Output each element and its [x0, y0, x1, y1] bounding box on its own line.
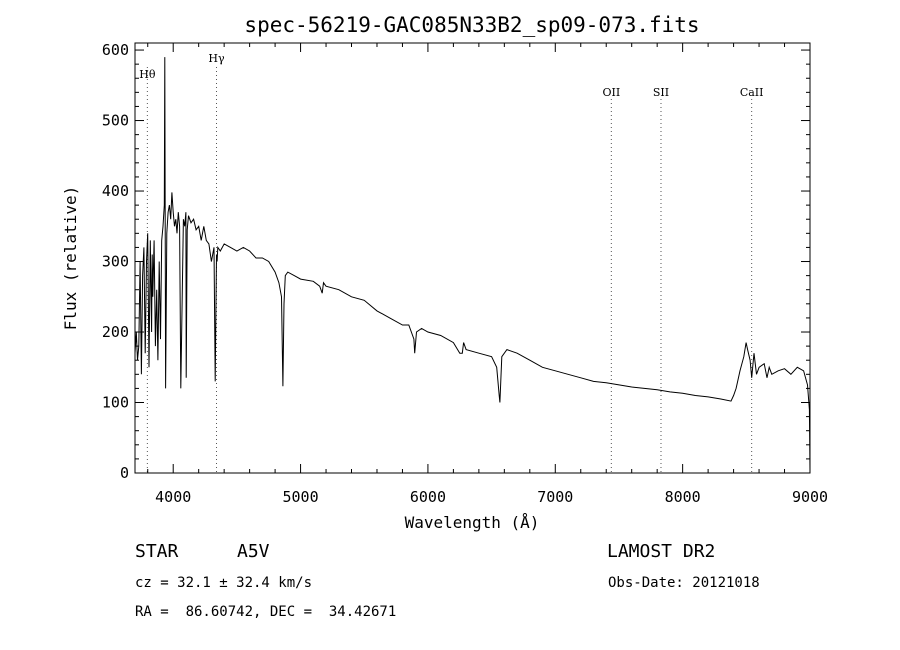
x-tick-label: 7000: [537, 488, 573, 506]
y-tick-label: 200: [102, 323, 129, 341]
line-marker-label: SII: [653, 86, 669, 99]
survey-name: LAMOST DR2: [607, 541, 716, 562]
object-type: STAR: [135, 541, 179, 562]
chart-title: spec-56219-GAC085N33B2_sp09-073.fits: [244, 13, 699, 37]
y-tick-label: 400: [102, 182, 129, 200]
y-tick-label: 100: [102, 394, 129, 412]
line-marker-label: OII: [602, 86, 620, 99]
x-axis: 4000 5000 6000 7000 8000 9000: [147, 43, 828, 506]
y-tick-label: 600: [102, 41, 129, 59]
spectrum-line: [134, 57, 811, 474]
x-tick-label: 5000: [283, 488, 319, 506]
y-tick-label: 500: [102, 112, 129, 130]
line-marker-label: Hγ: [208, 52, 225, 65]
spectral-subclass: A5V: [237, 541, 270, 562]
line-markers: Hθ Hγ OII SII CaII: [139, 52, 764, 473]
y-axis: 0 100 200 300 400 500 600: [102, 41, 810, 482]
y-axis-label: Flux (relative): [61, 186, 80, 331]
line-marker-label: Hθ: [139, 68, 156, 81]
plot-frame: [134, 42, 811, 474]
redshift-cz: cz = 32.1 ± 32.4 km/s: [135, 575, 313, 591]
x-tick-label: 9000: [792, 488, 828, 506]
observation-date: Obs-Date: 20121018: [608, 575, 760, 591]
coordinates: RA = 86.60742, DEC = 34.42671: [135, 604, 397, 620]
line-marker-label: CaII: [740, 86, 764, 99]
x-tick-label: 6000: [410, 488, 446, 506]
x-tick-label: 4000: [155, 488, 191, 506]
x-axis-label: Wavelength (Å): [405, 513, 540, 532]
y-tick-label: 300: [102, 253, 129, 271]
y-tick-label: 0: [120, 464, 129, 482]
x-tick-label: 8000: [665, 488, 701, 506]
